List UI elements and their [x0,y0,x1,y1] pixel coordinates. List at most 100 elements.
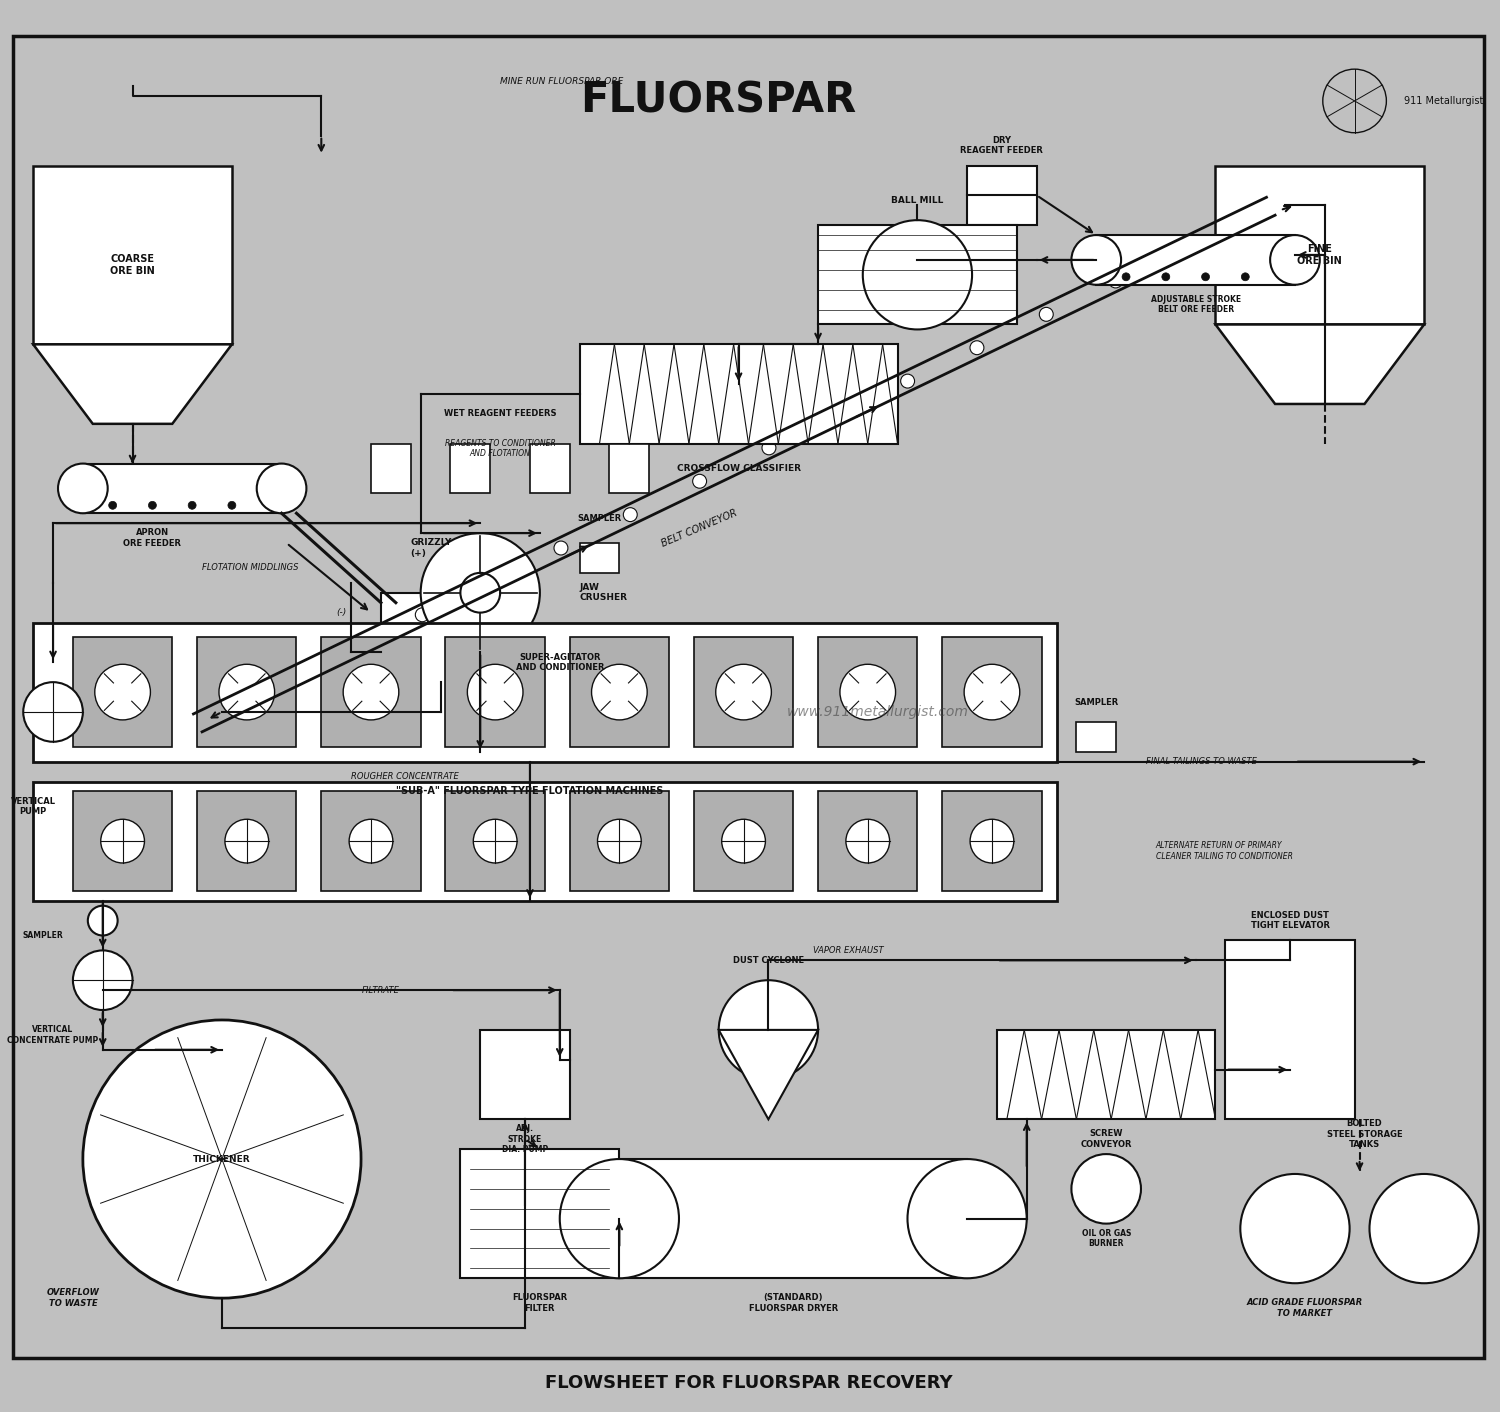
Circle shape [435,603,506,672]
Circle shape [350,819,393,863]
Circle shape [970,340,984,354]
Text: ADJUSTABLE STROKE
BELT ORE FEEDER: ADJUSTABLE STROKE BELT ORE FEEDER [1150,295,1240,315]
Circle shape [964,664,1020,720]
Bar [446,637,544,747]
Text: CROSSFLOW CLASSIFIER: CROSSFLOW CLASSIFIER [676,465,801,473]
Circle shape [597,819,640,863]
Bar [33,781,1056,901]
Circle shape [1242,273,1250,281]
Bar [1077,722,1116,751]
Text: THICKENER: THICKENER [194,1155,250,1163]
Bar [694,637,794,747]
Bar [446,792,544,891]
Circle shape [970,819,1014,863]
Text: GRIZZLY
(+): GRIZZLY (+) [411,538,452,558]
Circle shape [177,707,226,757]
Circle shape [344,664,399,720]
Circle shape [908,1159,1026,1278]
Text: FLUORSPAR
FILTER: FLUORSPAR FILTER [513,1293,567,1313]
Circle shape [1270,234,1320,285]
Circle shape [1071,234,1120,285]
Bar [74,792,172,891]
Circle shape [22,682,82,741]
Text: SAMPLER: SAMPLER [578,514,621,522]
Text: SAMPLER: SAMPLER [22,931,63,940]
Bar [998,1029,1215,1120]
Circle shape [416,607,429,621]
Bar [942,637,1041,747]
Text: VERTICAL
CONCENTRATE PUMP: VERTICAL CONCENTRATE PUMP [8,1025,99,1045]
Circle shape [219,664,274,720]
Text: WET REAGENT FEEDERS: WET REAGENT FEEDERS [444,409,556,418]
Circle shape [900,374,915,388]
Bar [370,443,411,493]
Bar [1096,234,1294,285]
Text: FLOTATION MIDDLINGS: FLOTATION MIDDLINGS [202,563,298,572]
Text: JAW
CRUSHER: JAW CRUSHER [579,583,627,603]
Text: (STANDARD)
FLUORSPAR DRYER: (STANDARD) FLUORSPAR DRYER [748,1293,839,1313]
Circle shape [1040,308,1053,322]
Text: ROUGHER CONCENTRATE: ROUGHER CONCENTRATE [351,772,459,781]
Circle shape [456,623,484,652]
Circle shape [718,980,818,1080]
Bar [579,345,897,443]
Bar [818,225,1017,325]
Circle shape [624,508,638,521]
Text: OIL OR GAS
BURNER: OIL OR GAS BURNER [1082,1228,1131,1248]
Bar [694,792,794,891]
Circle shape [94,664,150,720]
Circle shape [148,501,156,510]
Circle shape [1202,273,1209,281]
Bar [620,1159,968,1278]
Bar [381,593,500,682]
Circle shape [1370,1173,1479,1284]
Circle shape [108,501,117,510]
Text: FINE
ORE BIN: FINE ORE BIN [1298,244,1342,265]
Circle shape [1071,1154,1142,1224]
Bar [570,792,669,891]
Text: OVERFLOW
TO WASTE: OVERFLOW TO WASTE [46,1288,99,1308]
Text: FILTRATE: FILTRATE [362,986,401,994]
Text: "SUB-A" FLUORSPAR TYPE FLOTATION MACHINES: "SUB-A" FLUORSPAR TYPE FLOTATION MACHINE… [396,786,663,796]
Bar [818,637,918,747]
Text: SUPER-AGITATOR
AND CONDITIONER: SUPER-AGITATOR AND CONDITIONER [516,652,605,672]
Circle shape [474,819,518,863]
Circle shape [100,819,144,863]
Circle shape [256,463,306,513]
Circle shape [840,664,896,720]
Text: (-): (-) [336,609,346,617]
Circle shape [722,819,765,863]
Text: APRON
ORE FEEDER: APRON ORE FEEDER [123,528,182,548]
Circle shape [1240,1173,1350,1284]
Text: COARSE
ORE BIN: COARSE ORE BIN [110,254,154,275]
Bar [818,792,918,891]
Circle shape [1323,69,1386,133]
Text: ALTERNATE RETURN OF PRIMARY
CLEANER TAILING TO CONDITIONER: ALTERNATE RETURN OF PRIMARY CLEANER TAIL… [1156,842,1293,861]
Bar [82,463,282,513]
Circle shape [188,501,196,510]
Circle shape [716,664,771,720]
Bar [530,443,570,493]
Circle shape [693,474,706,489]
Text: MINE RUN FLUORSPAR ORE: MINE RUN FLUORSPAR ORE [500,76,624,86]
Text: SAMPLER: SAMPLER [1074,698,1119,706]
Text: DUST CYCLONE: DUST CYCLONE [734,956,804,964]
Text: REAGENTS TO CONDITIONER
AND FLOTATION: REAGENTS TO CONDITIONER AND FLOTATION [446,439,555,459]
Bar [1215,165,1423,325]
Circle shape [484,575,498,589]
Circle shape [591,664,646,720]
Circle shape [1108,274,1122,288]
Circle shape [762,441,776,455]
Bar [579,544,620,573]
Circle shape [228,501,236,510]
Circle shape [58,463,108,513]
Text: BELT CONVEYOR: BELT CONVEYOR [660,508,738,549]
Circle shape [225,819,268,863]
Circle shape [560,1159,680,1278]
Text: VAPOR EXHAUST: VAPOR EXHAUST [813,946,883,955]
Text: FINAL TAILINGS TO WASTE: FINAL TAILINGS TO WASTE [1146,757,1257,767]
Bar [968,165,1036,225]
Polygon shape [718,1029,818,1120]
Text: FLUORSPAR: FLUORSPAR [580,80,856,121]
Bar [196,792,297,891]
